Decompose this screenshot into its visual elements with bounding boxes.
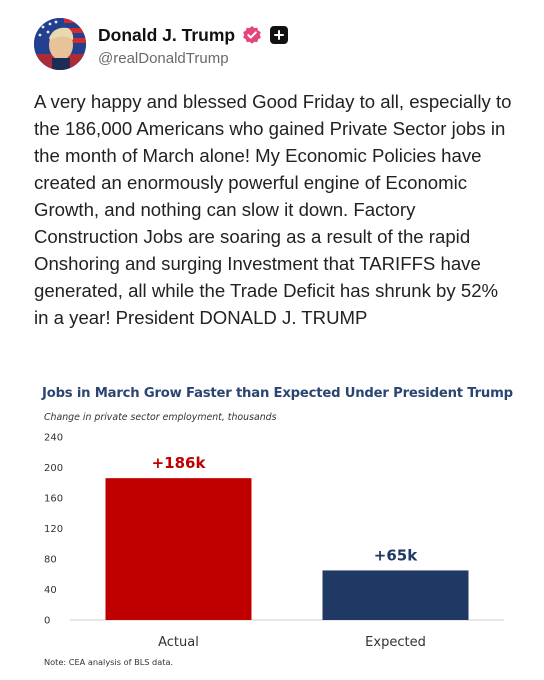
y-tick-label: 240: [44, 433, 63, 444]
bar-actual: [105, 478, 252, 620]
y-tick-label: 0: [44, 616, 50, 627]
y-tick-label: 40: [44, 585, 57, 596]
data-label: +186k: [152, 454, 207, 472]
bar-chart: 0 40 80 120 160 200 240 +186k Actual +65k Expected: [44, 433, 504, 650]
name-row: Donald J. Trump: [98, 22, 289, 48]
data-label: +65k: [374, 546, 418, 564]
avatar[interactable]: [34, 18, 86, 70]
x-tick-label: Expected: [365, 635, 426, 650]
plus-badge-icon: [270, 26, 289, 44]
x-tick-label: Actual: [158, 635, 199, 650]
y-tick-label: 160: [44, 494, 63, 505]
y-tick-label: 120: [44, 524, 63, 535]
chart-title: Jobs in March Grow Faster than Expected …: [42, 386, 513, 401]
user-handle[interactable]: @realDonaldTrump: [98, 50, 229, 67]
bar-expected: [322, 570, 469, 620]
post-text: A very happy and blessed Good Friday to …: [34, 91, 512, 328]
verified-badge-icon: [242, 25, 262, 45]
chart-subtitle: Change in private sector employment, tho…: [44, 412, 277, 423]
post-header: Donald J. Trump @realDonaldTrump: [34, 18, 514, 74]
y-tick-label: 80: [44, 555, 57, 566]
chart-image: 0 40 80 120 160 200 240 +186k Actual +65k Expected…: [34, 382, 514, 672]
avatar-image: [34, 18, 86, 70]
chart-note: Note: CEA analysis of BLS data.: [44, 657, 174, 667]
display-name[interactable]: Donald J. Trump: [98, 24, 236, 45]
y-tick-label: 200: [44, 463, 63, 474]
